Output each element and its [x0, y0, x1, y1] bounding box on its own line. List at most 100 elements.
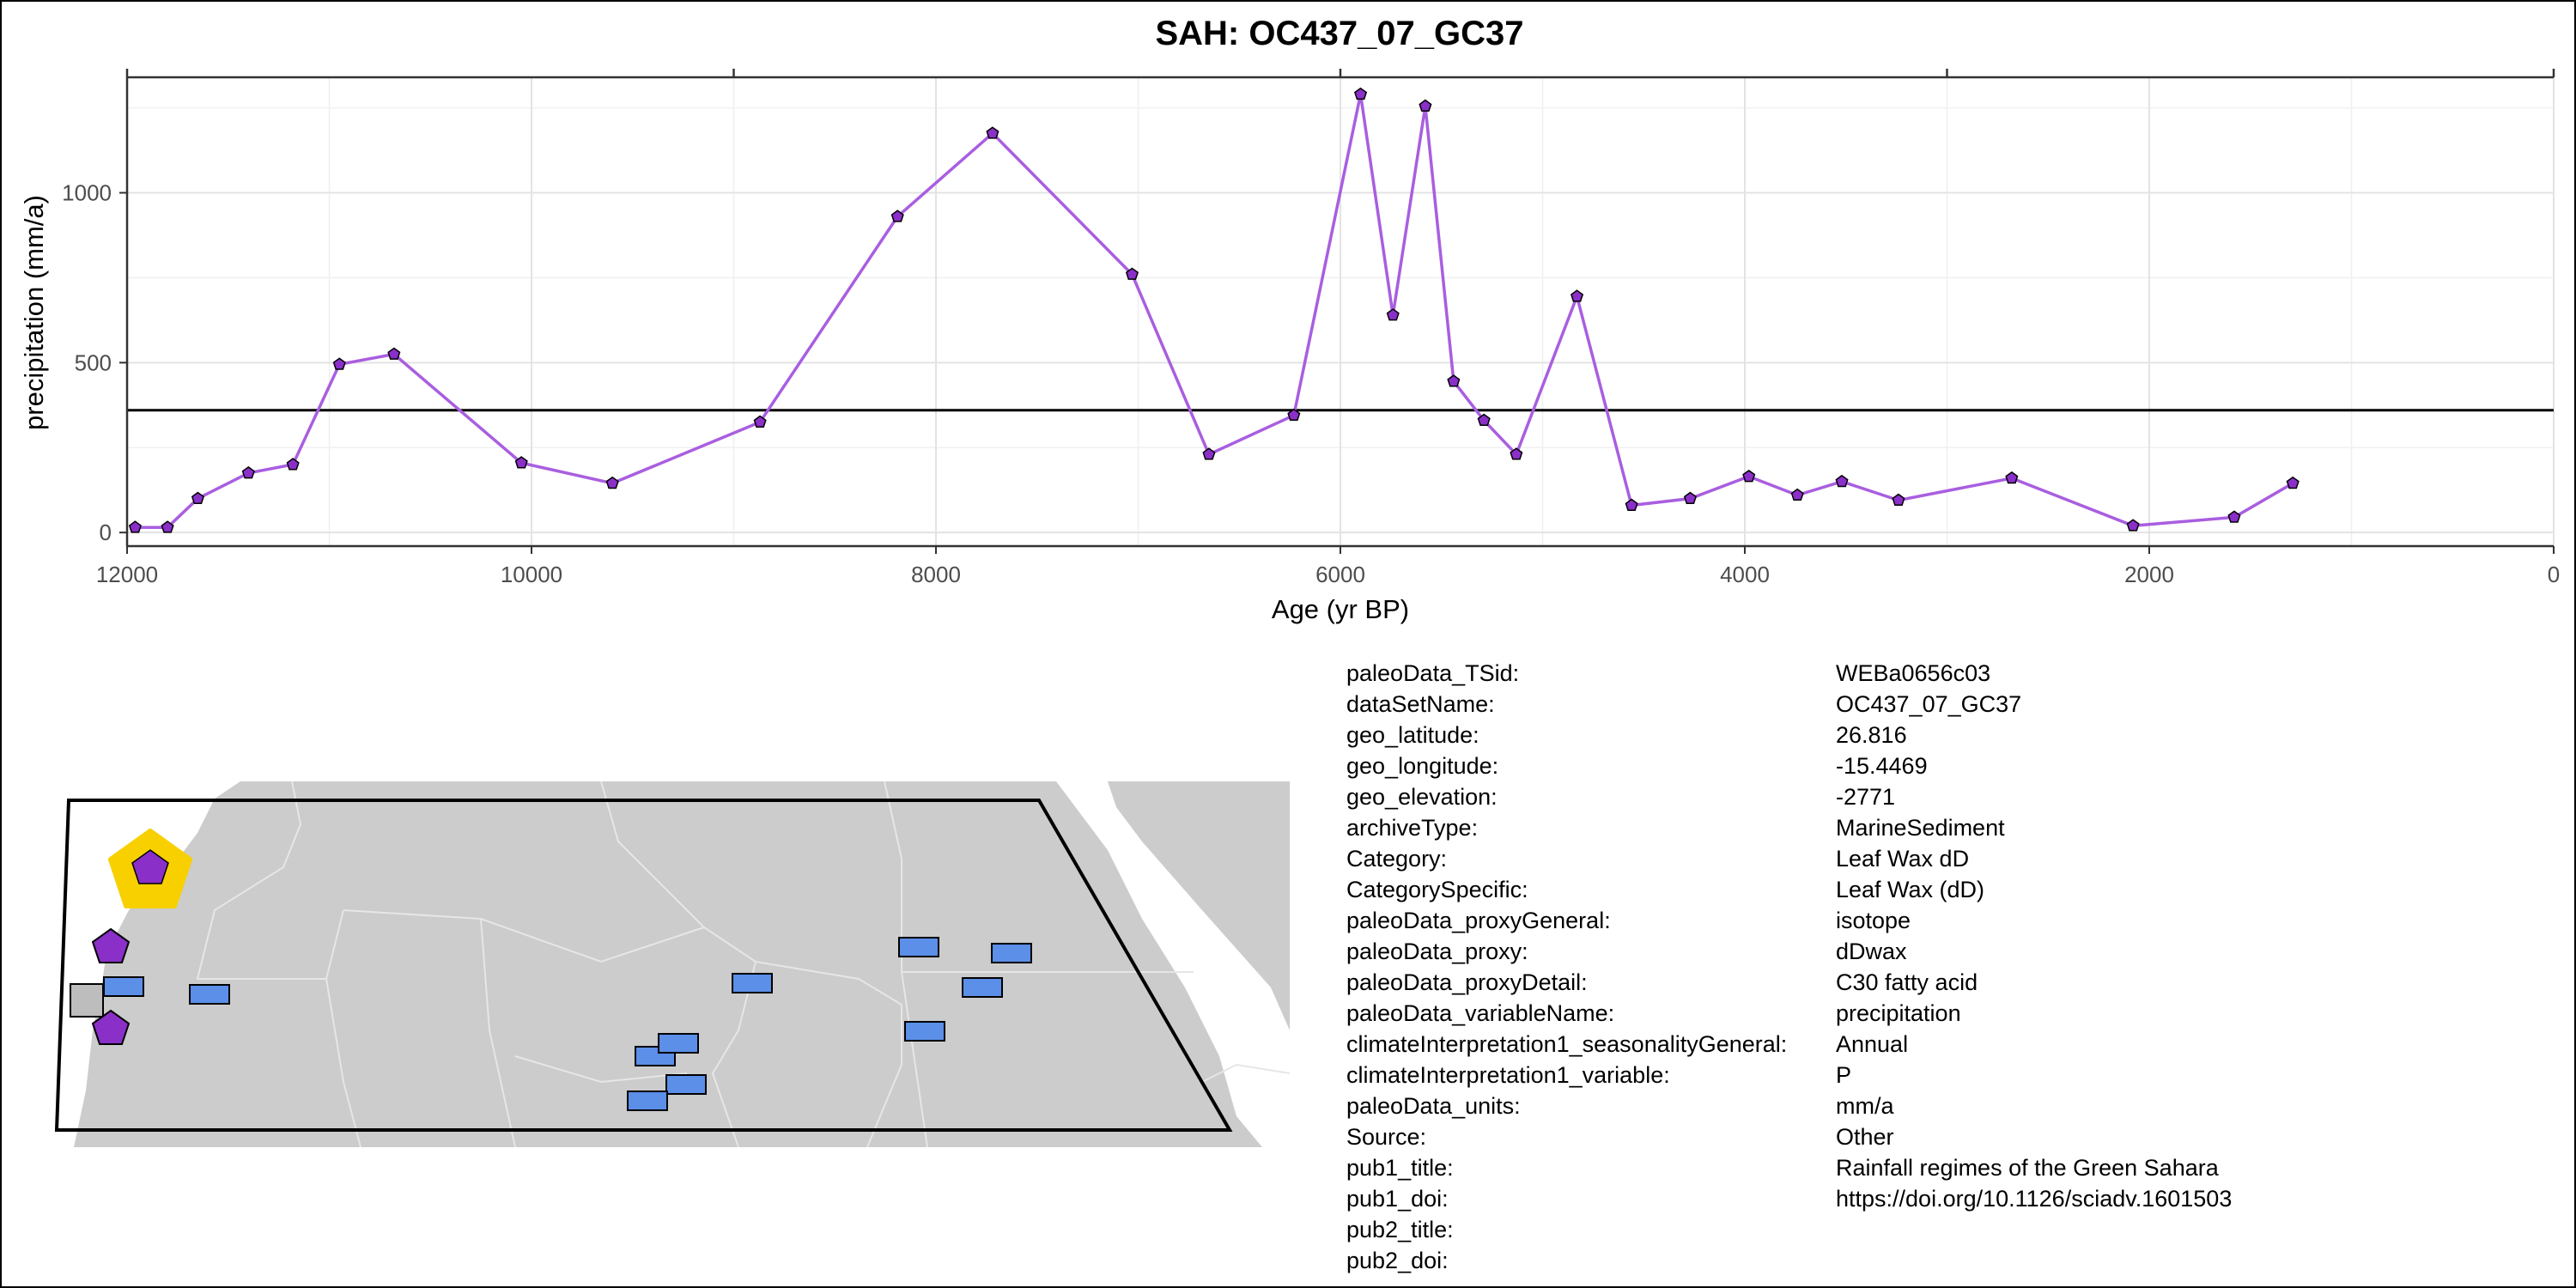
data-point: [161, 520, 174, 533]
metadata-key: paleoData_TSid:: [1346, 660, 1520, 686]
metadata-row: paleoData_TSid: WEBa0656c03: [1346, 658, 2232, 689]
data-point: [1386, 308, 1400, 321]
metadata-value: P: [1836, 1062, 1852, 1088]
metadata-key: climateInterpretation1_variable:: [1346, 1062, 1670, 1088]
site-marker: [103, 976, 144, 997]
metadata-key: paleoData_proxyGeneral:: [1346, 908, 1611, 933]
metadata-value: Other: [1836, 1124, 1894, 1150]
x-axis-label: Age (yr BP): [1272, 594, 1409, 624]
x-tick-label: 2000: [2124, 562, 2174, 587]
metadata-row: CategorySpecific: Leaf Wax (dD): [1346, 874, 2232, 905]
metadata-row: archiveType: MarineSediment: [1346, 812, 2232, 843]
grid-major: [126, 77, 2555, 546]
data-point: [753, 415, 767, 428]
metadata-value: Annual: [1836, 1031, 1909, 1057]
metadata-row: pub2_doi:: [1346, 1245, 2232, 1276]
metadata-value: mm/a: [1836, 1093, 1894, 1119]
top-axis-ticks: [125, 69, 2555, 77]
data-point: [1477, 413, 1491, 427]
data-point: [986, 126, 999, 139]
data-point: [1790, 488, 1804, 501]
metadata-row: geo_latitude: 26.816: [1346, 720, 2232, 750]
nearby-sites: [91, 927, 131, 1045]
data-point: [191, 491, 204, 505]
metadata-key: paleoData_proxyDetail:: [1346, 969, 1588, 995]
metadata-value: isotope: [1836, 908, 1911, 933]
x-axis-ticks: 12000 10000 8000 6000 4000 2000 0: [96, 546, 2560, 587]
data-point: [605, 476, 619, 489]
data-point: [514, 456, 528, 469]
region-outline: [54, 799, 1233, 1132]
metadata-key: pub2_doi:: [1346, 1248, 1449, 1273]
data-point: [1683, 491, 1697, 505]
data-point: [1835, 474, 1849, 488]
site-marker: [627, 1091, 668, 1111]
data-point: [1202, 447, 1216, 460]
metadata-key: climateInterpretation1_seasonalityGenera…: [1346, 1031, 1788, 1057]
site-marker: [91, 927, 131, 963]
metadata-key: Category:: [1346, 846, 1448, 872]
data-point: [286, 458, 300, 471]
metadata-value: MarineSediment: [1836, 815, 2005, 841]
y-tick-label: 0: [100, 519, 112, 545]
current-site-icon: [131, 849, 169, 884]
metadata-value: precipitation: [1836, 1000, 1961, 1026]
data-point: [1742, 469, 1756, 483]
site-marker: [898, 937, 939, 957]
metadata-row: Source: Other: [1346, 1121, 2232, 1152]
metadata-key: archiveType:: [1346, 815, 1479, 841]
metadata-table: paleoData_TSid: WEBa0656c03 dataSetName: OC…: [1346, 658, 2232, 1276]
data-points: [128, 87, 2300, 533]
metadata-row: paleoData_proxyDetail: C30 fatty acid: [1346, 967, 2232, 998]
metadata-value: OC437_07_GC37: [1836, 691, 2022, 717]
metadata-row: Category: Leaf Wax dD: [1346, 843, 2232, 874]
metadata-value: dDwax: [1836, 939, 1907, 964]
data-point: [241, 465, 255, 479]
plot-area: 12000 10000 8000 6000 4000 2000 0 0 500 1000: [62, 69, 2560, 587]
metadata-key: dataSetName:: [1346, 691, 1495, 717]
metadata-row: pub2_title:: [1346, 1214, 2232, 1245]
data-point: [1571, 289, 1584, 302]
x-tick-label: 8000: [911, 562, 961, 587]
y-axis-ticks: 0 500 1000: [62, 180, 127, 545]
metadata-key: paleoData_proxy:: [1346, 939, 1528, 964]
metadata-row: pub1_doi: https://doi.org/10.1126/sciadv.…: [1346, 1183, 2232, 1214]
metadata-value: Leaf Wax (dD): [1836, 877, 1985, 902]
metadata-key: geo_elevation:: [1346, 784, 1498, 810]
metadata-key: CategorySpecific:: [1346, 877, 1528, 902]
metadata-key: pub2_title:: [1346, 1217, 1454, 1242]
data-point: [1354, 87, 1368, 100]
metadata-row: climateInterpretation1_seasonalityGenera…: [1346, 1029, 2232, 1060]
metadata-key: geo_longitude:: [1346, 753, 1499, 779]
data-point: [128, 520, 142, 533]
metadata-key: Source:: [1346, 1124, 1427, 1150]
data-point: [387, 347, 401, 360]
y-axis-label: precipitation (mm/a): [19, 195, 49, 430]
data-point: [2227, 510, 2241, 523]
data-point: [2286, 476, 2300, 489]
metadata-value: Rainfall regimes of the Green Sahara: [1836, 1155, 2219, 1181]
metadata-key: paleoData_variableName:: [1346, 1000, 1615, 1026]
x-tick-label: 10000: [501, 562, 562, 587]
data-point: [2126, 519, 2140, 532]
site-marker: [91, 1009, 131, 1045]
x-tick-label: 12000: [96, 562, 158, 587]
site-marker: [962, 977, 1003, 998]
data-point: [1419, 99, 1432, 112]
current-site-marker: [108, 829, 192, 908]
other-sites: [70, 937, 1032, 1111]
map-red-sea: [1075, 781, 1290, 1147]
metadata-row: geo_longitude: -15.4469: [1346, 750, 2232, 781]
data-point: [1287, 408, 1301, 422]
metadata-value: https://doi.org/10.1126/sciadv.1601503: [1836, 1186, 2233, 1212]
x-tick-label: 0: [2548, 562, 2560, 587]
site-marker: [70, 983, 104, 1018]
x-tick-label: 6000: [1315, 562, 1365, 587]
data-point: [1447, 374, 1461, 387]
series-line: [135, 94, 2294, 529]
metadata-value: -2771: [1836, 784, 1896, 810]
metadata-row: paleoData_variableName: precipitation: [1346, 998, 2232, 1029]
site-marker: [658, 1033, 699, 1054]
metadata-value: C30 fatty acid: [1836, 969, 1978, 995]
